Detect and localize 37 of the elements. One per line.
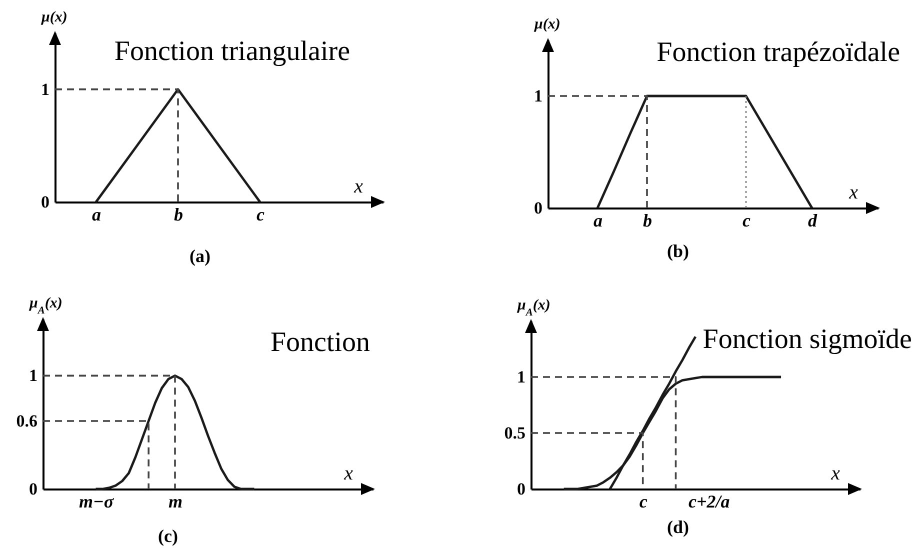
chart-title: Fonction	[270, 327, 370, 358]
chart-title: Fonction sigmoïde	[702, 324, 912, 355]
text: (d)	[667, 517, 690, 537]
x-tick-label: c	[639, 492, 648, 512]
y-tick-label: 0	[517, 480, 526, 498]
y-axis-title: μ(x)	[40, 10, 68, 26]
x-axis-title: x	[848, 182, 858, 204]
y-tick-label: 1	[29, 366, 38, 386]
y-tick-label: 0	[41, 192, 50, 212]
y-tick-label: 0	[29, 480, 38, 498]
y-axis-title: μ$_{A}$(x)	[28, 296, 62, 316]
text: (c)	[158, 526, 178, 546]
y-tick-label: 0	[534, 198, 542, 218]
chart-title: Fonction trapézoïdale	[656, 37, 900, 68]
x-axis-title: x	[830, 462, 840, 484]
text: (a)	[190, 246, 210, 266]
x-tick-label: d	[808, 210, 818, 230]
x-tick-label: c+2/a	[688, 492, 730, 512]
x-tick-label: a	[92, 204, 101, 224]
chart-title: Fonction triangulaire	[114, 36, 350, 67]
y-tick-label: 1	[41, 80, 50, 99]
text: (b)	[667, 241, 690, 261]
x-tick-label: b	[174, 204, 183, 224]
x-tick-label: b	[643, 210, 652, 230]
y-tick-label: 1	[517, 368, 526, 386]
x-axis-title: x	[353, 176, 364, 198]
x-tick-label: c	[742, 210, 750, 230]
y-axis-title: μ$_{A}$(x)	[516, 298, 550, 318]
x-tick-label: m	[168, 492, 183, 512]
x-axis-title: x	[343, 462, 354, 484]
x-tick-label: c	[256, 204, 264, 224]
x-tick-label: m−σ	[78, 492, 115, 512]
y-axis-title: μ(x)	[534, 16, 560, 32]
x-tick-label: a	[594, 210, 602, 230]
y-tick-label: 0.6	[16, 412, 38, 430]
y-tick-label: 1	[534, 86, 542, 106]
y-tick-label: 0.5	[504, 424, 526, 442]
